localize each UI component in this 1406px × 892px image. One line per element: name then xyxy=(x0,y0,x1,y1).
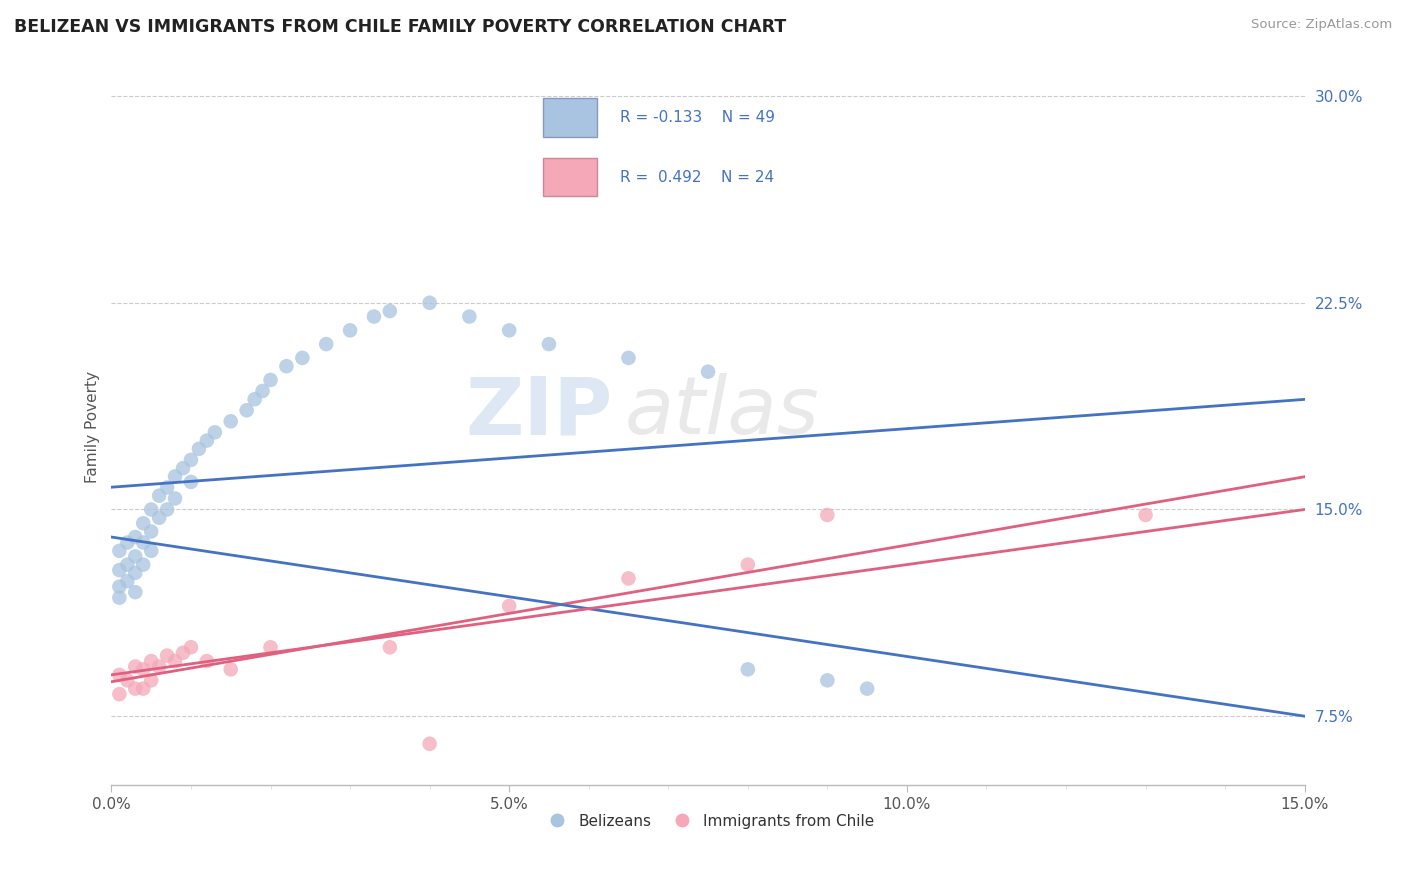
Point xyxy=(132,516,155,531)
Y-axis label: Family Poverty: Family Poverty xyxy=(86,371,100,483)
Point xyxy=(419,737,441,751)
Point xyxy=(243,392,266,407)
Point xyxy=(124,681,146,696)
Point xyxy=(108,563,131,577)
Point xyxy=(141,524,163,539)
Point xyxy=(856,681,879,696)
Point xyxy=(156,648,179,663)
Point xyxy=(276,359,298,374)
Point xyxy=(617,571,640,585)
Point xyxy=(141,502,163,516)
Point xyxy=(117,558,139,572)
Point xyxy=(124,549,146,564)
Point xyxy=(108,544,131,558)
Point xyxy=(498,323,520,337)
Point xyxy=(148,489,170,503)
Point xyxy=(132,681,155,696)
Point xyxy=(124,659,146,673)
Point xyxy=(419,295,441,310)
Point xyxy=(697,365,720,379)
Point xyxy=(1135,508,1157,522)
Point xyxy=(132,662,155,676)
Point xyxy=(219,662,242,676)
Point xyxy=(259,640,281,655)
Point xyxy=(156,502,179,516)
Point xyxy=(363,310,385,324)
Point xyxy=(458,310,481,324)
Point xyxy=(617,351,640,365)
Point xyxy=(141,673,163,688)
Point xyxy=(195,434,218,448)
Point xyxy=(124,530,146,544)
Text: ZIP: ZIP xyxy=(465,374,613,451)
Point xyxy=(165,491,187,506)
Point xyxy=(141,654,163,668)
Point xyxy=(172,646,194,660)
Point xyxy=(148,510,170,524)
Text: atlas: atlas xyxy=(624,374,820,451)
Point xyxy=(291,351,314,365)
Point xyxy=(117,574,139,589)
Point xyxy=(737,662,759,676)
Point xyxy=(141,544,163,558)
Point xyxy=(737,558,759,572)
Point xyxy=(252,384,274,398)
Point xyxy=(108,580,131,594)
Point xyxy=(378,304,401,318)
Point xyxy=(132,535,155,549)
Point xyxy=(259,373,281,387)
Point xyxy=(165,469,187,483)
Point xyxy=(815,508,838,522)
Point xyxy=(117,673,139,688)
Point xyxy=(537,337,560,351)
Point xyxy=(219,414,242,428)
Point xyxy=(498,599,520,613)
Point xyxy=(108,668,131,682)
Point xyxy=(180,475,202,489)
Point xyxy=(108,591,131,605)
Point xyxy=(315,337,337,351)
Point xyxy=(378,640,401,655)
Point xyxy=(187,442,209,456)
Point xyxy=(108,687,131,701)
Point xyxy=(117,535,139,549)
Point xyxy=(172,461,194,475)
Text: Source: ZipAtlas.com: Source: ZipAtlas.com xyxy=(1251,18,1392,31)
Point xyxy=(156,480,179,494)
Point xyxy=(180,453,202,467)
Point xyxy=(124,566,146,580)
Point xyxy=(180,640,202,655)
Point xyxy=(124,585,146,599)
Point xyxy=(148,659,170,673)
Point xyxy=(195,654,218,668)
Point xyxy=(165,654,187,668)
Point xyxy=(235,403,257,417)
Point xyxy=(204,425,226,440)
Legend: Belizeans, Immigrants from Chile: Belizeans, Immigrants from Chile xyxy=(536,807,880,835)
Point xyxy=(339,323,361,337)
Text: BELIZEAN VS IMMIGRANTS FROM CHILE FAMILY POVERTY CORRELATION CHART: BELIZEAN VS IMMIGRANTS FROM CHILE FAMILY… xyxy=(14,18,786,36)
Point xyxy=(815,673,838,688)
Point xyxy=(132,558,155,572)
